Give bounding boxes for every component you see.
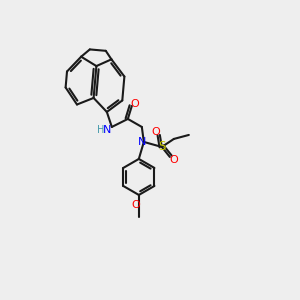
Text: O: O [130, 99, 139, 109]
Text: O: O [152, 127, 160, 137]
Text: N: N [103, 125, 111, 135]
Text: N: N [138, 137, 146, 147]
Text: O: O [131, 200, 140, 210]
Text: H: H [97, 125, 104, 135]
Text: O: O [169, 155, 178, 165]
Text: S: S [158, 140, 166, 153]
